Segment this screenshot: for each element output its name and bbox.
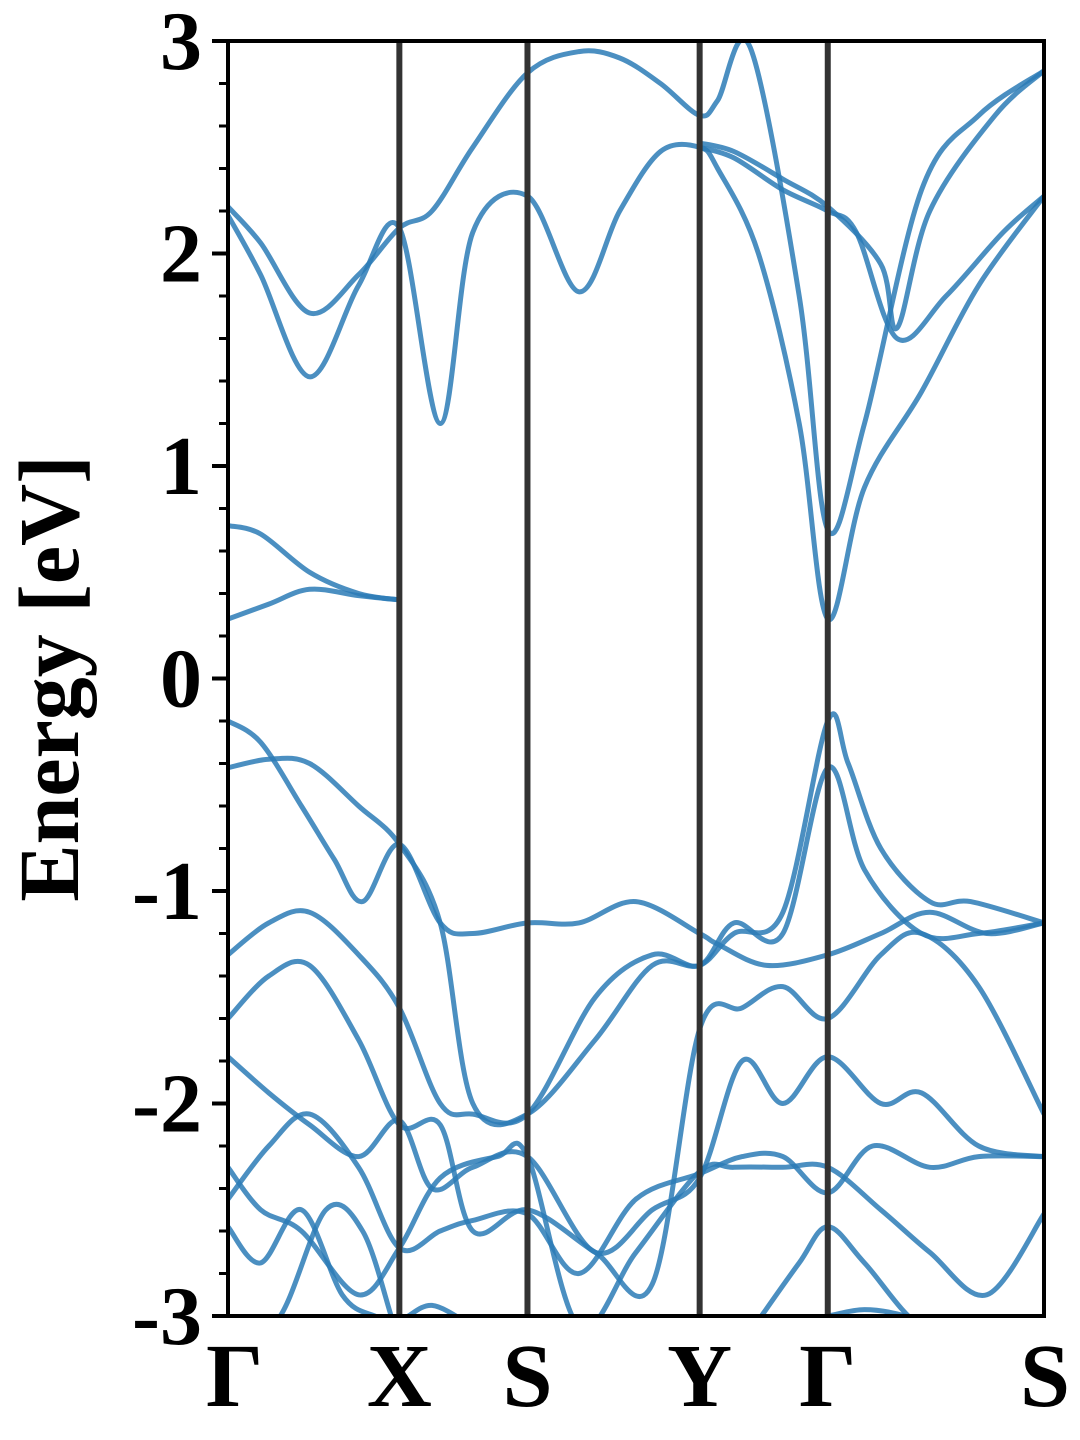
- kpoint-dividers: [396, 41, 831, 1316]
- band-line-6: [228, 586, 400, 622]
- y-tick-label: -3: [132, 1270, 202, 1363]
- x-tick-label: S: [1020, 1327, 1070, 1426]
- x-tick-label: Y: [667, 1327, 732, 1426]
- x-tick-label: Γ: [799, 1327, 856, 1426]
- band-line-17: [811, 1307, 914, 1316]
- band-line-7: [228, 718, 1044, 969]
- x-tick-label: Γ: [206, 1327, 263, 1426]
- y-tick-label: -2: [132, 1058, 202, 1151]
- band-line-8: [228, 711, 1044, 1128]
- band-line-14: [228, 1207, 461, 1316]
- y-tick-label: 3: [160, 0, 202, 88]
- band-line-13: [228, 1140, 1044, 1316]
- band-line-9: [228, 764, 1044, 1126]
- x-tick-label: X: [367, 1327, 432, 1426]
- y-tick-label: 0: [160, 633, 202, 726]
- band-line-2: [228, 141, 1044, 622]
- y-axis-label: Energy [eV]: [1, 455, 97, 902]
- y-ticks: 3 2 1 0 -1 -2 -3: [132, 0, 228, 1363]
- band-line-12: [228, 1111, 1044, 1276]
- y-tick-label: 1: [160, 420, 202, 513]
- band-line-1: [228, 41, 1044, 536]
- band-line-16: [758, 1224, 912, 1316]
- x-tick-label: S: [502, 1327, 552, 1426]
- band-line-4: [699, 68, 1044, 332]
- band-line-11: [228, 1054, 1044, 1257]
- band-line-10: [228, 929, 1044, 1299]
- band-line-3: [698, 144, 1044, 343]
- y-tick-label: 2: [160, 208, 202, 301]
- y-tick-label: -1: [132, 845, 202, 938]
- band-lines: [228, 41, 1044, 1316]
- band-line-15: [228, 1201, 394, 1316]
